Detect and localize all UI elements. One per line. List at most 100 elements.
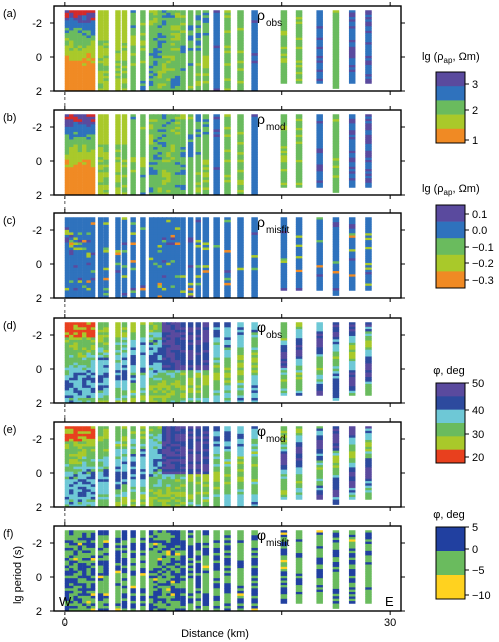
data-cell <box>237 350 244 353</box>
data-cell <box>224 114 231 118</box>
data-cell <box>157 295 163 298</box>
data-cell <box>130 270 136 274</box>
data-cell <box>115 147 121 150</box>
data-cell <box>316 217 323 220</box>
data-cell <box>148 65 155 69</box>
data-cell <box>97 88 104 91</box>
data-cell <box>161 362 168 366</box>
data-cell <box>180 136 186 140</box>
data-cell <box>365 51 372 55</box>
data-cell <box>157 372 163 376</box>
data-cell <box>213 292 220 296</box>
data-cell <box>195 121 201 125</box>
data-cell <box>202 292 210 296</box>
data-cell <box>213 172 220 176</box>
data-cell <box>90 395 96 399</box>
data-cell <box>213 149 220 153</box>
data-cell <box>103 329 109 333</box>
data-cell <box>237 189 244 193</box>
data-cell <box>237 174 244 178</box>
data-cell <box>174 38 181 41</box>
data-cell <box>97 17 104 21</box>
data-cell <box>174 30 181 34</box>
data-cell <box>224 88 231 91</box>
data-cell <box>295 185 303 188</box>
data-cell <box>365 169 372 172</box>
data-cell <box>82 377 87 381</box>
data-cell <box>332 17 340 21</box>
data-cell <box>161 287 168 291</box>
data-cell <box>365 283 372 287</box>
data-cell <box>103 337 109 341</box>
data-cell <box>174 270 181 274</box>
data-cell <box>166 12 172 16</box>
data-cell <box>73 73 78 77</box>
data-cell <box>295 253 303 257</box>
data-cell <box>140 144 146 148</box>
data-cell <box>69 80 74 84</box>
data-cell <box>121 147 128 150</box>
data-cell <box>77 45 83 49</box>
data-cell <box>115 222 121 226</box>
data-cell <box>82 177 87 181</box>
data-cell <box>174 339 181 343</box>
data-cell <box>103 144 109 148</box>
data-cell <box>140 342 146 346</box>
data-cell <box>295 51 303 55</box>
data-cell <box>140 234 146 238</box>
data-cell <box>180 131 186 135</box>
data-cell <box>69 25 74 29</box>
data-cell <box>187 65 194 69</box>
data-cell <box>64 152 70 156</box>
data-cell <box>332 22 340 26</box>
data-cell <box>82 114 87 118</box>
data-cell <box>316 226 323 230</box>
data-cell <box>69 431 74 435</box>
data-cell <box>180 68 186 72</box>
data-cell <box>170 40 176 44</box>
data-cell <box>280 130 288 133</box>
data-cell <box>180 344 186 348</box>
station-column <box>157 10 163 91</box>
data-cell <box>365 361 372 364</box>
station-column <box>237 217 244 298</box>
data-cell <box>213 167 220 171</box>
data-cell <box>187 167 194 171</box>
data-cell <box>82 184 87 188</box>
data-cell <box>97 476 104 480</box>
data-cell <box>82 484 87 488</box>
data-cell <box>365 130 372 133</box>
data-cell <box>103 395 109 399</box>
data-cell <box>64 466 70 470</box>
data-cell <box>237 367 244 371</box>
data-cell <box>202 50 210 54</box>
data-cell <box>69 387 74 391</box>
data-cell <box>170 15 176 19</box>
data-cell <box>161 334 168 338</box>
data-cell <box>237 30 244 34</box>
data-cell <box>103 22 109 26</box>
data-cell <box>69 272 74 276</box>
data-cell <box>148 285 155 289</box>
data-cell <box>103 377 109 381</box>
data-cell <box>148 344 155 348</box>
data-cell <box>202 154 210 158</box>
data-cell <box>69 239 74 243</box>
data-cell <box>316 233 323 236</box>
data-cell <box>224 224 231 228</box>
data-cell <box>280 338 288 341</box>
station-column <box>115 426 121 507</box>
data-cell <box>86 332 91 336</box>
station-column <box>174 114 181 195</box>
data-cell <box>213 78 220 82</box>
data-cell <box>69 454 74 457</box>
data-cell <box>195 147 201 150</box>
data-cell <box>174 272 181 276</box>
data-cell <box>187 400 194 403</box>
data-cell <box>332 124 340 127</box>
data-cell <box>295 278 303 282</box>
station-column <box>64 322 70 403</box>
data-cell <box>121 461 128 465</box>
data-cell <box>316 46 323 50</box>
data-cell <box>82 375 87 379</box>
